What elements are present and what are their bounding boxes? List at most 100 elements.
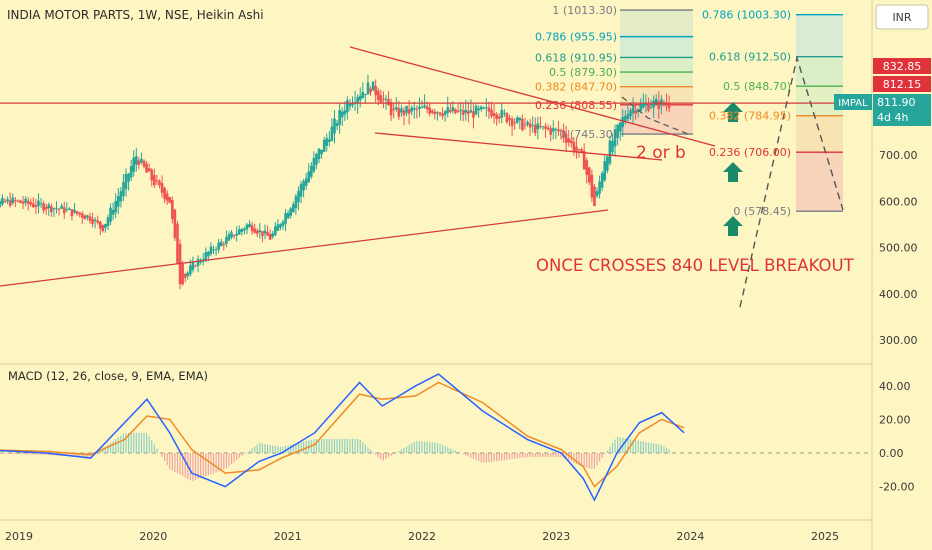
candle-body <box>523 124 527 126</box>
candle-body <box>410 107 414 112</box>
bar-countdown: 4d 4h <box>877 111 908 124</box>
candle-body <box>204 252 208 261</box>
candle-body <box>73 209 76 213</box>
candle-body <box>634 110 637 114</box>
candle-body <box>492 113 496 116</box>
candle-body <box>163 187 166 200</box>
candle-body <box>464 109 468 113</box>
candle-body <box>580 149 583 153</box>
candle-body <box>42 203 45 211</box>
candle-body <box>322 139 326 152</box>
candle-body <box>356 97 359 103</box>
candle-body <box>613 129 617 147</box>
candle-body <box>78 212 81 215</box>
candle-body <box>459 109 462 112</box>
candle-body <box>47 204 51 209</box>
fib-label-right: 0 (578.45) <box>733 205 791 218</box>
candle-body <box>585 160 589 175</box>
candle-body <box>191 261 195 270</box>
candle-body <box>88 216 92 221</box>
candle-body <box>240 228 244 232</box>
symbol-badge[interactable]: IMPAL <box>834 94 872 110</box>
currency-selector[interactable]: INR <box>875 4 929 30</box>
candle-body <box>8 200 12 206</box>
candle-body <box>366 82 370 95</box>
candle-body <box>559 130 563 132</box>
resistance-price-value: 812.15 <box>883 78 922 91</box>
candle-body <box>575 146 578 152</box>
candle-body <box>134 156 138 165</box>
macd-signal-line <box>0 381 685 488</box>
candle-body <box>173 209 177 239</box>
candle-body <box>629 110 632 117</box>
macd-axis-label: 0.00 <box>879 447 904 460</box>
candle-body <box>618 122 622 132</box>
candle-body <box>665 103 668 105</box>
candle-body <box>490 109 493 117</box>
candle-body <box>80 213 84 218</box>
candle-body <box>428 107 432 114</box>
time-axis-label: 2024 <box>676 530 704 543</box>
price-axis-label: 300.00 <box>879 334 918 347</box>
channel-support-line[interactable] <box>374 132 663 161</box>
candle-body <box>186 272 190 276</box>
candle-body <box>358 95 362 101</box>
candle-body <box>237 229 241 235</box>
candle-body <box>546 127 550 130</box>
candle-body <box>68 208 71 210</box>
candle-body <box>276 224 280 231</box>
candle-body <box>116 196 120 207</box>
candle-body <box>510 118 514 127</box>
candle-body <box>544 126 547 129</box>
candle-body <box>6 199 9 202</box>
candle-body <box>289 208 293 216</box>
candle-body <box>551 128 555 132</box>
candle-body <box>588 167 591 183</box>
candle-body <box>29 202 33 205</box>
candle-body <box>397 108 401 117</box>
candle-body <box>19 200 22 203</box>
candle-body <box>129 166 133 178</box>
candle-body <box>24 198 27 203</box>
descending-resistance-line[interactable] <box>349 46 716 147</box>
candle-body <box>430 110 434 113</box>
candle-body <box>65 209 69 211</box>
candle-body <box>616 124 619 138</box>
candle-body <box>454 109 457 113</box>
candle-body <box>338 110 341 125</box>
candle-body <box>541 126 545 128</box>
candle-body <box>521 118 524 131</box>
candle-body <box>402 110 406 116</box>
candle-body <box>302 181 305 191</box>
long-term-support-line[interactable] <box>0 209 609 287</box>
candle-body <box>294 196 298 209</box>
candle-body <box>572 141 576 152</box>
candle-body <box>467 111 470 115</box>
candle-body <box>222 243 226 245</box>
candle-body <box>433 111 437 115</box>
candle-body <box>477 108 480 111</box>
fib-label-left: 0 (745.30) <box>559 128 617 141</box>
candle-body <box>379 95 383 104</box>
fib-zone-right <box>796 115 843 153</box>
candle-body <box>361 92 365 98</box>
candle-body <box>140 158 143 163</box>
candle-body <box>155 180 159 182</box>
candle-body <box>153 175 156 186</box>
candle-body <box>420 107 424 109</box>
candle-body <box>217 242 220 250</box>
candle-body <box>258 230 262 233</box>
fib-label-left: 0.236 (808.55) <box>535 99 617 112</box>
candle-body <box>284 213 287 224</box>
candle-body <box>325 138 329 146</box>
last-price-badge: 811.90 4d 4h <box>873 94 931 126</box>
candle-body <box>328 139 331 143</box>
candle-body <box>21 201 25 204</box>
candle-body <box>333 118 336 134</box>
candle-body <box>443 111 447 115</box>
high-price-value: 832.85 <box>883 60 922 73</box>
candle-body <box>405 105 408 113</box>
fib-label-right: 0.786 (1003.30) <box>702 9 791 22</box>
